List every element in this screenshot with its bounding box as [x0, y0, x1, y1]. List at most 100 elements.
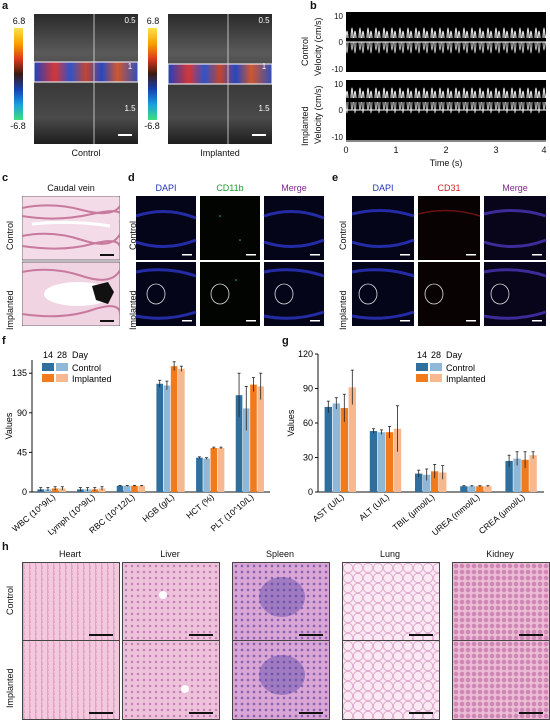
- y-tick-label: 135: [12, 368, 27, 378]
- bar: [377, 432, 386, 492]
- panel-label-a: a: [2, 0, 9, 12]
- organ-label-heart: Heart: [58, 549, 81, 559]
- column-label-dapi: DAPI: [155, 183, 177, 193]
- y-tick-label: 0: [308, 487, 313, 497]
- bar: [170, 366, 178, 492]
- legend-swatch: [56, 374, 68, 382]
- ultrasound-control-image: [33, 14, 139, 144]
- scale-bar: [299, 634, 323, 636]
- bar: [250, 384, 257, 492]
- category-label: HGB (g/L): [140, 492, 176, 524]
- depth-tick-label: 1.5: [258, 104, 270, 113]
- if-cd11b-control: [200, 196, 260, 260]
- bar: [196, 457, 203, 492]
- histology-kidney-control: [452, 562, 550, 642]
- ultrasound-implanted-image: [167, 14, 273, 144]
- caudal-vein-sections: [22, 196, 120, 326]
- y-axis-label: Values: [286, 409, 296, 436]
- column-label-merge: Merge: [281, 183, 307, 193]
- chart-g: 0 30 60 90 120 Values AST (U/L) ALT (U/L) TBIL (…: [286, 349, 544, 538]
- category-label: TBIL (μmol/L): [391, 492, 437, 533]
- doppler-ylabel-control: Velocity (cm/s): [313, 17, 323, 76]
- bar: [138, 485, 145, 492]
- y-axis-label: Values: [4, 412, 14, 439]
- category-label: ALT (U/L): [357, 492, 391, 523]
- bar: [460, 486, 468, 492]
- xtick-label: 2: [443, 145, 448, 155]
- bar: [529, 455, 537, 492]
- legend-swatch: [430, 374, 442, 382]
- if-dapi-implanted: [352, 262, 415, 326]
- bar: [242, 408, 250, 492]
- doppler-row-label-implanted: Implanted: [300, 106, 310, 146]
- ytick-label: 10: [334, 12, 343, 21]
- bar: [393, 428, 402, 492]
- bar: [369, 431, 378, 492]
- legend-day-label: 28: [57, 350, 67, 360]
- organ-label-liver: Liver: [160, 549, 180, 559]
- category-label: UREA (mmol/L): [430, 492, 482, 538]
- xtick-label: 4: [541, 145, 546, 155]
- cd11b-immunofluorescence: [136, 196, 325, 326]
- y-tick-label: 0: [22, 487, 27, 497]
- bar: [163, 385, 171, 492]
- if-cd31-control: [417, 196, 481, 260]
- ultrasound-implanted: [167, 14, 273, 144]
- histology-lung-control: [342, 562, 440, 642]
- doppler-ylabel-implanted: Velocity (cm/s): [313, 85, 323, 144]
- category-label: HCT (%): [184, 492, 216, 521]
- bar: [123, 485, 131, 492]
- legend-group-label: Control: [72, 363, 101, 373]
- scale-bar: [519, 634, 543, 636]
- bar: [178, 368, 185, 492]
- panel-label-c: c: [2, 172, 9, 184]
- caption-control: Control: [71, 148, 101, 158]
- if-dapi-control: [136, 196, 197, 260]
- legend-day-label: 14: [43, 350, 53, 360]
- ultrasound-control: [33, 14, 139, 144]
- bar: [484, 486, 492, 492]
- y-tick-label: 120: [298, 349, 313, 359]
- xtick-label: 0: [343, 145, 348, 155]
- row-label-implanted: Implanted: [5, 290, 15, 330]
- bar: [210, 448, 218, 492]
- depth-tick-label: 1: [127, 62, 133, 71]
- organ-label-kidney: Kidney: [486, 549, 514, 559]
- row-label-implanted: Implanted: [338, 290, 348, 330]
- histology-heart-control: [22, 562, 120, 642]
- scale-bar: [409, 634, 433, 636]
- legend-group-label: Control: [446, 363, 475, 373]
- doppler-colorbar-implanted: [148, 28, 157, 120]
- legend-day-label: 14: [417, 350, 427, 360]
- ytick-label: -10: [331, 133, 343, 142]
- if-cd31-implanted: [418, 262, 480, 326]
- liver-central-vein: [181, 685, 189, 693]
- bar: [324, 406, 332, 492]
- histology-liver-implanted: [122, 640, 220, 720]
- doppler-xlabel: Time (s): [430, 158, 463, 168]
- cd31-immunofluorescence: [352, 196, 547, 326]
- ytick-label: 0: [339, 106, 344, 115]
- liver-central-vein: [159, 591, 167, 599]
- bar: [505, 460, 513, 492]
- bar: [423, 474, 431, 492]
- category-label: AST (U/L): [311, 492, 346, 524]
- column-label-cd31: CD31: [437, 183, 461, 193]
- category-label: PLT (10^10/L): [209, 492, 256, 534]
- if-merge-control: [263, 196, 325, 260]
- column-label-merge: Merge: [502, 183, 528, 193]
- y-tick-label: 90: [303, 384, 313, 394]
- legend-swatch: [416, 374, 428, 382]
- xtick-label: 3: [493, 145, 498, 155]
- bar: [415, 473, 423, 492]
- category-label: CREA (μmol/L): [477, 492, 527, 536]
- organ-label-spleen: Spleen: [265, 549, 295, 559]
- panel-label-f: f: [2, 335, 6, 347]
- histology-kidney-implanted: [452, 640, 550, 720]
- histology-spleen-implanted: [232, 640, 330, 720]
- panel-label-d: d: [128, 172, 135, 184]
- bar: [348, 387, 356, 492]
- bar: [116, 485, 124, 492]
- legend-swatch: [56, 363, 68, 371]
- legend-day-label: 28: [431, 350, 441, 360]
